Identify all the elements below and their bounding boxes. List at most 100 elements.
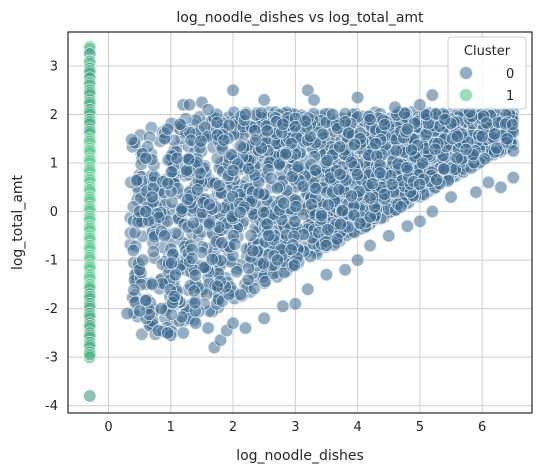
y-tick-label: 3 [50,59,58,74]
y-tick-label: -2 [45,302,58,317]
cluster-0-point [276,299,290,313]
legend-title: Cluster [464,44,511,59]
cluster-0-point [187,284,201,298]
cluster-0-point [288,297,302,311]
cluster-0-point [332,182,346,197]
cluster-0-point [202,216,216,230]
cluster-0-point [319,238,333,253]
cluster-0-point [197,260,211,274]
cluster-0-point [264,171,278,185]
cluster-0-point [258,274,272,289]
cluster-0-point [320,154,334,168]
cluster-0-point [505,118,520,132]
cluster-0-point [363,112,377,126]
cluster-0-point [488,127,502,141]
cluster-0-point [289,199,303,214]
legend: Cluster 0 1 [447,36,527,110]
cluster-0-point [450,129,464,143]
cluster-0-point [224,148,239,162]
plot-frame [67,31,533,414]
y-tick-label: -1 [45,254,58,269]
x-tick-label: 5 [416,420,424,435]
cluster-0-point [188,268,203,282]
legend-label-1: 1 [506,89,514,104]
cluster-0-point [301,83,315,97]
cluster-0-point [298,114,312,128]
cluster-0-point [226,163,240,178]
y-tick-label: -3 [45,351,58,366]
cluster-0-point [479,116,493,130]
cluster-0-point [230,265,244,279]
tick-labels: 0 1 2 3 4 5 6 -4 -3 -2 -1 0 1 2 3 [45,59,486,435]
cluster-0-point [185,251,199,265]
cluster-0-point [469,185,483,199]
cluster-0-point [226,83,240,97]
cluster-0-point [241,272,255,287]
cluster-0-point [404,143,419,157]
cluster-0-point [182,152,196,166]
y-tick-label: 0 [50,205,58,220]
cluster-0-point [215,236,229,250]
cluster-0-point [254,106,268,120]
y-tick-label: 2 [50,108,58,123]
cluster-0-point [400,161,414,175]
cluster-0-point [438,112,452,126]
cluster-0-point [217,133,231,147]
legend-marker-0 [459,66,473,80]
cluster-0-point [260,217,274,231]
cluster-0-point [506,144,520,158]
cluster-0-point [413,177,427,191]
cluster-0-point [233,139,247,153]
cluster-0-point [333,167,347,181]
cluster-1-point [83,348,97,362]
cluster-0-point [190,183,205,197]
y-axis-label: log_total_amt [10,174,26,270]
cluster-0-point [333,140,347,154]
cluster-0-point [413,214,427,228]
x-tick-label: 0 [104,420,112,435]
cluster-0-point [272,157,287,171]
cluster-0-point [284,242,298,257]
cluster-0-point [338,263,352,277]
cluster-0-point [161,122,175,136]
cluster-0-point [180,163,194,177]
cluster-0-point [124,132,139,147]
cluster-0-point [363,238,377,253]
cluster-0-point [226,316,240,330]
cluster-0-point [400,219,415,233]
cluster-0-point [189,316,203,330]
cluster-0-point [167,289,181,304]
cluster-0-point [389,144,403,158]
cluster-0-point [338,115,352,129]
cluster-0-point [330,232,344,246]
cluster-0-point [475,129,489,143]
cluster-0-point [428,142,442,156]
cluster-0-point [244,228,258,242]
cluster-0-point [351,253,365,267]
cluster-0-point [394,200,408,214]
cluster-0-point [242,162,256,176]
cluster-0-point [173,117,187,131]
cluster-0-point [164,256,179,270]
cluster-0-point [157,229,172,243]
cluster-0-point [335,204,350,218]
cluster-0-point [213,333,228,347]
cluster-0-point [373,166,387,180]
cluster-0-point [385,177,399,191]
cluster-0-point [194,134,208,148]
cluster-0-point [378,118,392,132]
cluster-0-point [437,162,451,176]
cluster-0-point [164,165,178,179]
cluster-0-point [388,100,402,114]
cluster-0-point [136,253,150,267]
cluster-0-point [193,166,207,180]
cluster-0-point [260,124,274,138]
y-tick-label: -4 [45,399,58,414]
cluster-0-point [333,217,348,231]
cluster-0-point [257,93,271,107]
x-tick-label: 4 [353,420,361,435]
cluster-0-point [350,167,365,182]
cluster-0-point [353,216,367,230]
cluster-0-point [210,279,225,293]
cluster-0-point [377,187,391,201]
